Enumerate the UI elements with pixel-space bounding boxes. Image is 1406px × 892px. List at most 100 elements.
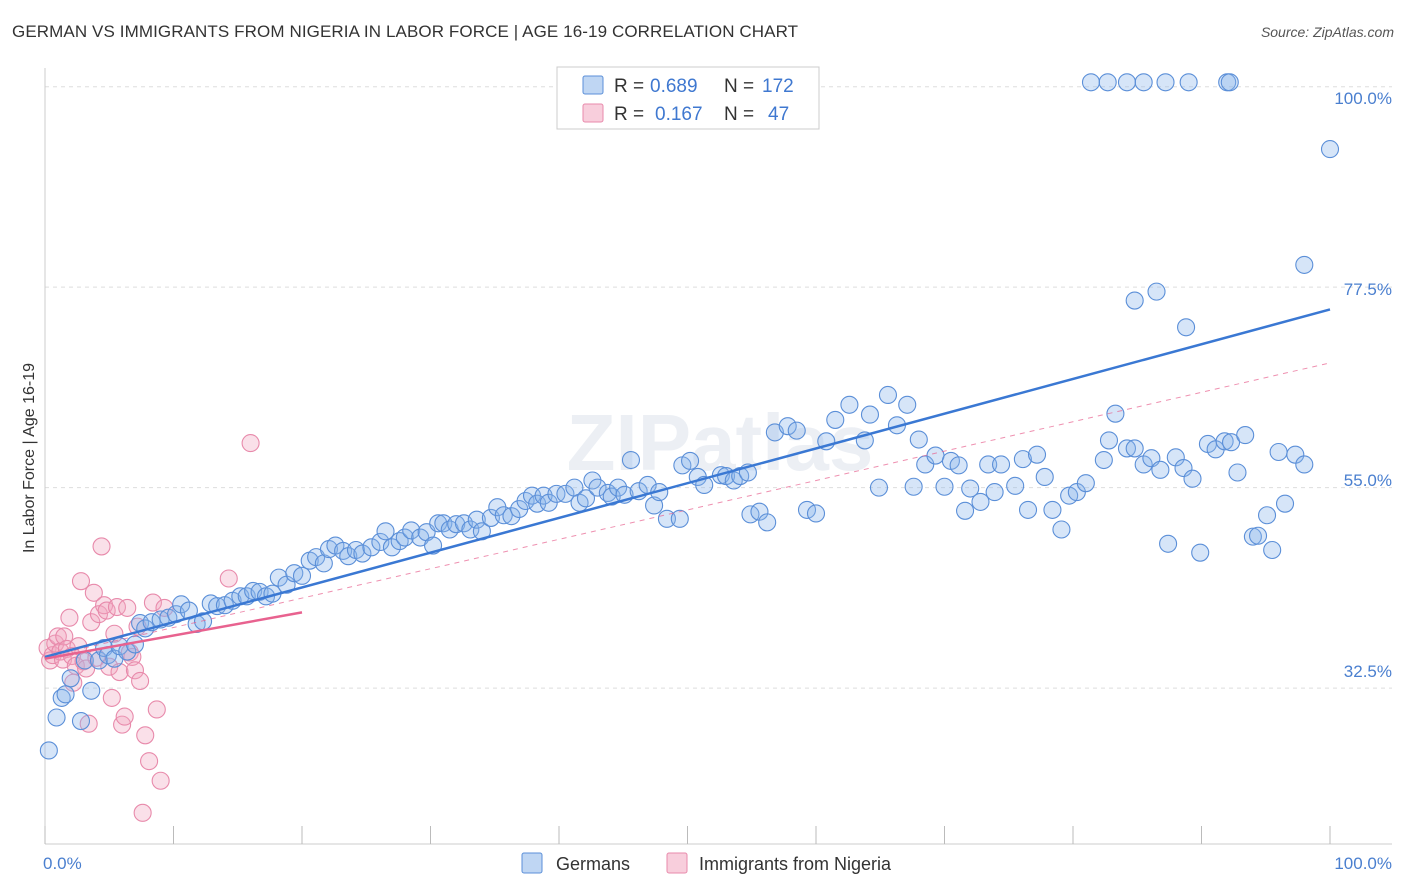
german-point (395, 528, 414, 547)
german-point (461, 520, 480, 539)
legend-r-label-nigeria: R = (614, 104, 644, 125)
german-point (1117, 73, 1137, 92)
german-point (1018, 500, 1038, 519)
german-point (1156, 73, 1175, 92)
german-point (1099, 431, 1119, 450)
legend-r-value-nigeria: 0.167 (655, 104, 703, 125)
german-point (1220, 73, 1239, 92)
nigeria-point (71, 572, 91, 591)
german-point (1215, 432, 1234, 451)
nigeria-point (118, 598, 137, 617)
german-point (1236, 426, 1255, 445)
german-point (1117, 439, 1137, 458)
nigeria-point (60, 608, 79, 627)
german-point (1228, 463, 1247, 482)
german-point (806, 504, 826, 523)
german-point (1151, 460, 1170, 479)
german-point (935, 477, 954, 496)
german-point (1076, 474, 1095, 493)
series-germans-points (39, 73, 1340, 760)
y-axis-title: In Labor Force | Age 16-19 (21, 363, 38, 553)
nigeria-point (133, 803, 152, 822)
german-point (1125, 291, 1144, 310)
german-point (670, 509, 689, 528)
german-point (1094, 450, 1113, 470)
german-point (971, 492, 990, 511)
german-point (1295, 455, 1314, 474)
german-point (402, 521, 421, 540)
german-point (292, 566, 312, 585)
german-point (502, 507, 521, 526)
german-point (1179, 73, 1198, 92)
german-point (1106, 404, 1125, 423)
legend-r-label-germans: R = (614, 76, 644, 97)
german-point (429, 514, 448, 533)
german-point (1191, 543, 1210, 562)
nigeria-point (48, 627, 67, 646)
legend-n-value-germans: 172 (762, 76, 794, 97)
german-point (1125, 439, 1144, 458)
german-point (681, 451, 700, 470)
german-point (1248, 526, 1268, 545)
nigeria-point (102, 688, 121, 707)
bottom-legend-label-germans: Germans (556, 854, 630, 874)
german-point (588, 478, 607, 497)
german-point (71, 712, 91, 731)
german-point (926, 446, 945, 465)
german-point (621, 450, 641, 470)
nigeria-point (107, 597, 127, 617)
legend-n-label-nigeria: N = (724, 104, 754, 125)
german-point (609, 478, 628, 497)
german-point (991, 455, 1011, 474)
legend: R = 0.689 N = 172 R = 0.167 N = 47 (556, 66, 820, 130)
german-point (61, 669, 80, 688)
german-point (362, 538, 381, 557)
legend-n-label-germans: N = (724, 76, 754, 97)
chart-title: GERMAN VS IMMIGRANTS FROM NIGERIA IN LAB… (12, 22, 799, 41)
bottom-legend-label-nigeria: Immigrants from Nigeria (699, 854, 892, 874)
trend-layer (44, 308, 1331, 660)
german-point (1269, 442, 1288, 462)
german-point (82, 681, 101, 700)
german-point (314, 554, 333, 573)
german-point (758, 513, 777, 532)
german-point (1243, 527, 1262, 546)
german-point (1006, 476, 1025, 495)
german-point (1159, 534, 1178, 553)
y-tick-label: 77.5% (1344, 280, 1392, 299)
german-point (840, 395, 859, 414)
nigeria-point (151, 771, 170, 790)
german-point (645, 496, 664, 515)
german-point (1275, 494, 1295, 513)
german-point (860, 405, 880, 424)
x-tick-label: 0.0% (43, 854, 82, 873)
chart-source: Source: ZipAtlas.com (1260, 24, 1394, 40)
german-point (1134, 73, 1153, 92)
german-point (985, 483, 1004, 502)
german-point (797, 500, 817, 519)
nigeria-point (125, 661, 144, 680)
x-tick-label: 100.0% (1334, 854, 1392, 873)
german-point (353, 544, 372, 563)
bottom-legend: Germans Immigrants from Nigeria (521, 852, 892, 874)
nigeria-point (147, 700, 166, 719)
y-tick-label: 55.0% (1344, 471, 1392, 490)
nigeria-point (136, 726, 155, 745)
german-point (1052, 520, 1071, 539)
german-point (949, 456, 968, 475)
legend-swatch-germans (582, 75, 604, 95)
nigeria-point (92, 537, 111, 556)
axis-layer (44, 68, 1392, 845)
watermark: ZIPatlas (567, 398, 874, 487)
german-point (47, 708, 66, 727)
german-point (657, 509, 676, 528)
trendline-nigeria (44, 611, 303, 660)
german-point (878, 385, 898, 405)
german-point (371, 532, 390, 552)
german-point (494, 506, 513, 525)
nigeria-point (143, 593, 162, 612)
german-point (376, 522, 395, 541)
german-point (1027, 445, 1047, 464)
german-point (1320, 140, 1340, 159)
german-point (826, 410, 845, 429)
